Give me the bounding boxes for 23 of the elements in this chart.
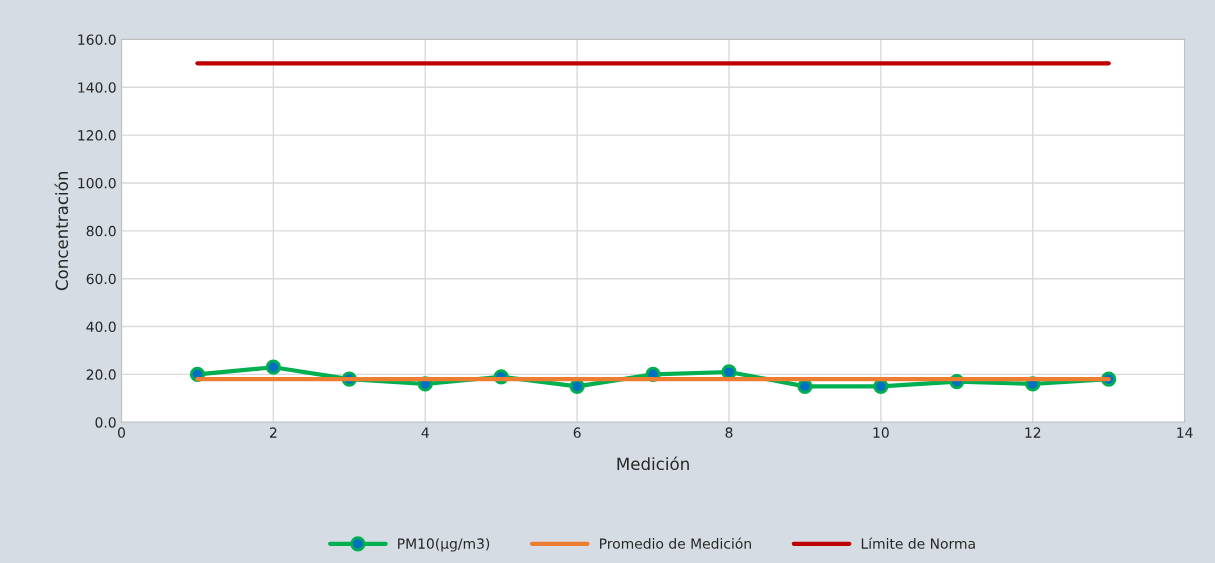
point <box>265 359 282 375</box>
legend-label: Promedio de Medición <box>600 537 751 549</box>
legend-label: PM10(µg/m3) <box>398 538 490 552</box>
x-tick-label: 6 <box>573 427 581 438</box>
y-axis-title: Concentración <box>54 171 69 291</box>
y-tick-label: 80.0 <box>86 225 116 237</box>
y-tick-label: 160.0 <box>78 34 116 45</box>
y-tick-label: 20.0 <box>86 369 116 380</box>
y-tick-label: 100.0 <box>78 177 116 189</box>
x-axis-title: Medición <box>617 456 689 471</box>
y-tick-label: 120.0 <box>78 130 116 141</box>
x-tick-label: 10 <box>873 427 889 438</box>
y-tick-label: 0.0 <box>95 417 116 428</box>
x-tick-label: 8 <box>725 427 733 438</box>
y-tick-label: 40.0 <box>86 321 116 333</box>
x-tick-label: 4 <box>421 427 429 438</box>
legend-label: Límite de Norma <box>861 537 975 549</box>
y-tick-label: 140.0 <box>78 82 116 93</box>
y-tick-label: 60.0 <box>86 273 116 285</box>
x-tick-label: 2 <box>269 427 277 438</box>
x-tick-label: 0 <box>118 427 125 438</box>
x-tick-label: 14 <box>1177 427 1193 438</box>
x-tick-label: 12 <box>1025 427 1041 438</box>
